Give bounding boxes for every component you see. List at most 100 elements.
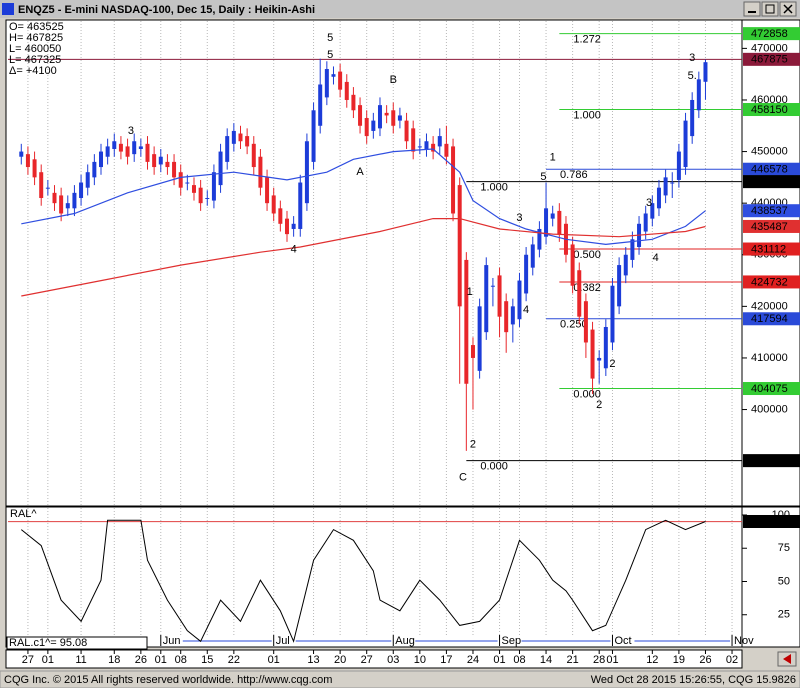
candle-body xyxy=(245,136,250,147)
candle-body xyxy=(298,182,303,229)
month-label: Nov xyxy=(734,635,754,647)
wave-label: 2 xyxy=(596,399,602,411)
fib-label: 0.250 xyxy=(560,319,588,331)
y-tick-label: 460000 xyxy=(751,94,788,106)
x-tick-label: 12 xyxy=(646,654,658,666)
candle-body xyxy=(377,105,382,129)
y-tick-label: 410000 xyxy=(751,352,788,364)
wave-label: A xyxy=(356,166,364,178)
candle-body xyxy=(284,218,289,235)
info-box xyxy=(7,21,71,79)
candle-body xyxy=(258,156,263,188)
candle-body xyxy=(544,208,549,237)
osc-readout: RAL.c1^= 95.08 xyxy=(9,637,87,649)
candle-body xyxy=(590,329,595,379)
wave-label: 1 xyxy=(550,152,556,164)
minimize-button[interactable] xyxy=(743,1,761,17)
candle-body xyxy=(484,265,489,333)
osc-value-label: 95.1 xyxy=(775,516,796,528)
oscillator-panel xyxy=(5,506,743,648)
candle-body xyxy=(577,270,582,317)
axis-value-label: 458150 xyxy=(751,104,788,116)
candle-body xyxy=(304,141,309,204)
x-tick-label: 14 xyxy=(540,654,552,666)
y-tick-label: 450000 xyxy=(751,145,788,157)
axis-value-label: 472858 xyxy=(751,28,788,40)
footer-copyright: CQG Inc. © 2015 All rights reserved worl… xyxy=(4,674,332,686)
candle-body xyxy=(251,143,256,168)
wave-label: B xyxy=(390,74,397,86)
candle-body xyxy=(238,133,243,142)
candle-body xyxy=(683,120,688,168)
x-tick-label: 19 xyxy=(673,654,685,666)
candle-body xyxy=(524,254,529,294)
candle-body xyxy=(165,161,170,168)
price-axis-panel xyxy=(741,19,800,507)
osc-value-box xyxy=(743,514,800,528)
candle-body xyxy=(391,110,396,126)
candle-body xyxy=(344,81,349,100)
candle-body xyxy=(411,128,416,152)
axis-value-label: 417594 xyxy=(751,313,788,325)
x-tick-label: 10 xyxy=(414,654,426,666)
price-panel xyxy=(5,19,743,507)
x-tick-label: 01 xyxy=(493,654,505,666)
fib-label: 1.000 xyxy=(573,109,601,121)
candle-body xyxy=(703,62,708,82)
x-tick-label: 08 xyxy=(175,654,187,666)
month-label: Oct xyxy=(614,635,631,647)
footer-timestamp: Wed Oct 28 2015 15:26:55, CQG 15.9826 xyxy=(591,674,796,686)
oscillator-axis-panel xyxy=(741,506,800,648)
candle-body xyxy=(397,115,402,121)
candle-body xyxy=(331,74,336,77)
oscillator-line xyxy=(20,519,706,643)
candle-body xyxy=(470,345,475,358)
candle-body xyxy=(45,187,50,189)
app-icon xyxy=(2,3,14,15)
candle-body xyxy=(431,143,436,152)
axis-value-box xyxy=(743,27,800,41)
candle-body xyxy=(676,151,681,180)
wave-label: 2 xyxy=(609,358,615,370)
candle-body xyxy=(85,172,90,188)
candle-body xyxy=(384,112,389,116)
candle-body xyxy=(570,244,575,286)
candle-body xyxy=(497,275,502,317)
candle-body xyxy=(291,223,296,229)
candle-body xyxy=(79,182,84,199)
axis-value-label: 390100 xyxy=(751,455,788,467)
x-tick-label: 27 xyxy=(361,654,373,666)
candle-body xyxy=(125,146,130,157)
candle-body xyxy=(404,120,409,142)
wave-label: 5 xyxy=(327,32,333,44)
wave-label: 4 xyxy=(523,304,529,316)
candle-body xyxy=(32,159,37,178)
scroll-arrow xyxy=(783,654,791,664)
axis-value-label: 467875 xyxy=(751,54,788,66)
y-tick-label: 470000 xyxy=(751,42,788,54)
candle-body xyxy=(358,105,363,126)
wave-label: C xyxy=(459,472,467,484)
info-line: L= 467325 xyxy=(9,54,61,66)
candle-body xyxy=(623,254,628,276)
month-label: Jun xyxy=(163,635,181,647)
wave-label: 3 xyxy=(516,212,522,224)
candle-body xyxy=(178,172,183,188)
candle-body xyxy=(311,110,316,162)
x-tick-label: 02 xyxy=(726,654,738,666)
wave-label: 5 xyxy=(540,171,546,183)
candle-body xyxy=(364,118,369,137)
axis-value-label: 444175 xyxy=(751,176,788,188)
candle-body xyxy=(550,213,555,219)
candle-body xyxy=(225,136,230,162)
readout-box xyxy=(6,636,148,650)
candle-body xyxy=(172,161,177,178)
candle-body xyxy=(191,185,196,193)
info-line: O= 463525 xyxy=(9,21,64,33)
x-tick-label: 17 xyxy=(440,654,452,666)
osc-y-tick-label: 50 xyxy=(778,575,790,587)
candle-body xyxy=(643,213,648,232)
maximize-button[interactable] xyxy=(761,1,779,17)
axis-value-box xyxy=(743,204,800,218)
y-tick-label: 400000 xyxy=(751,403,788,415)
